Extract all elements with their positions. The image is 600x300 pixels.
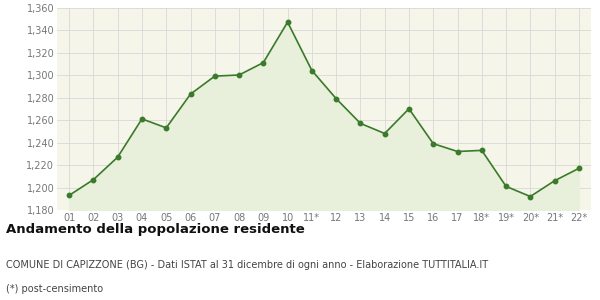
Text: (*) post-censimento: (*) post-censimento xyxy=(6,284,103,293)
Text: Andamento della popolazione residente: Andamento della popolazione residente xyxy=(6,224,305,236)
Text: COMUNE DI CAPIZZONE (BG) - Dati ISTAT al 31 dicembre di ogni anno - Elaborazione: COMUNE DI CAPIZZONE (BG) - Dati ISTAT al… xyxy=(6,260,488,269)
